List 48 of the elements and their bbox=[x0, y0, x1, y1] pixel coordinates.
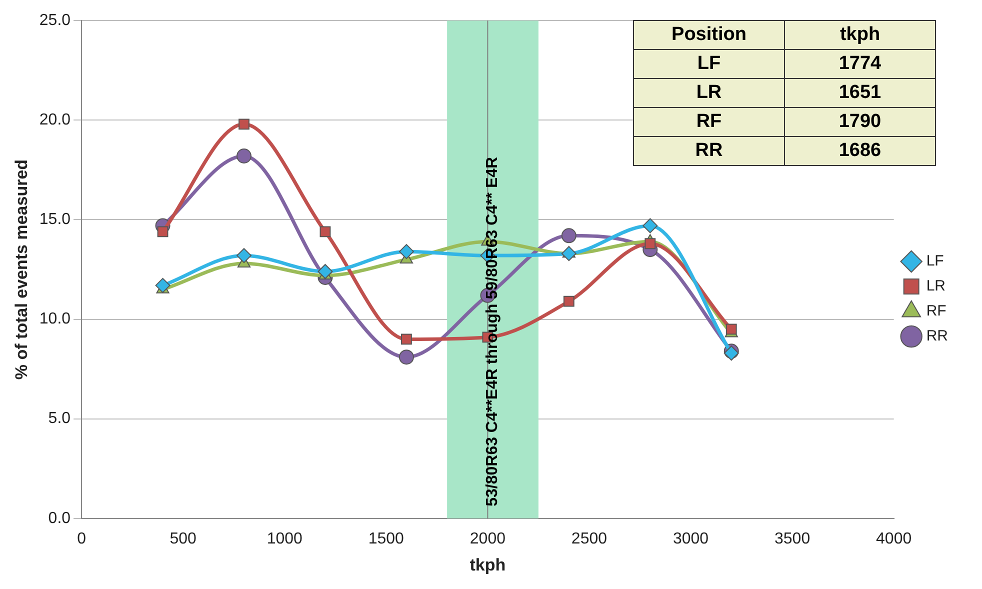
annotation: RR bbox=[634, 136, 784, 166]
point bbox=[563, 296, 574, 307]
y-axis-title: % of total events measured bbox=[12, 159, 31, 380]
point bbox=[401, 334, 412, 345]
band-label: 53/80R63 C4**E4R through 59/80R63 C4** E4R bbox=[484, 156, 502, 506]
x-tick-label: 4000 bbox=[876, 530, 912, 548]
point bbox=[157, 226, 168, 238]
annotation: LF bbox=[634, 50, 784, 78]
point bbox=[726, 324, 737, 335]
x-tick-label: 500 bbox=[170, 530, 197, 548]
point bbox=[644, 238, 656, 250]
y-tick-label: 25.0 bbox=[39, 12, 71, 30]
annotation: Position bbox=[634, 20, 784, 50]
point bbox=[236, 148, 252, 164]
annotation: 1790 bbox=[784, 108, 936, 136]
x-tick-label: 2500 bbox=[571, 530, 608, 548]
point bbox=[318, 264, 333, 279]
y-tick-label: 15.0 bbox=[39, 211, 71, 228]
point bbox=[561, 228, 576, 244]
x-tick-label: 1500 bbox=[368, 530, 404, 548]
legend-label: RF bbox=[926, 302, 946, 320]
point bbox=[561, 246, 576, 262]
point bbox=[398, 244, 414, 260]
point bbox=[320, 226, 331, 238]
annotation: LR bbox=[634, 78, 784, 108]
annotation: 1651 bbox=[784, 78, 936, 108]
point bbox=[238, 118, 250, 130]
legend-label: RR bbox=[926, 328, 948, 345]
x-tick-label: 2000 bbox=[470, 530, 506, 548]
point bbox=[398, 350, 414, 365]
x-tick-label: 1000 bbox=[266, 530, 303, 548]
x-axis-title: tkph bbox=[470, 555, 506, 574]
annotation: RF bbox=[634, 108, 784, 136]
point bbox=[642, 218, 658, 234]
legend-label: LF bbox=[926, 252, 944, 270]
y-tick-label: 20.0 bbox=[39, 112, 71, 129]
annotation: 1774 bbox=[784, 50, 936, 78]
point bbox=[155, 278, 170, 293]
annotation: tkph bbox=[784, 20, 936, 50]
annotation: 1686 bbox=[784, 136, 936, 166]
y-tick-label: 5.0 bbox=[48, 410, 71, 428]
legend-label: LR bbox=[926, 278, 946, 295]
point bbox=[236, 248, 252, 264]
x-tick-label: 3500 bbox=[774, 530, 810, 548]
x-tick-label: 3000 bbox=[672, 530, 709, 548]
x-tick-label: 0 bbox=[77, 530, 86, 548]
y-tick-label: 10.0 bbox=[39, 310, 71, 328]
y-tick-label: 0.0 bbox=[48, 510, 71, 527]
